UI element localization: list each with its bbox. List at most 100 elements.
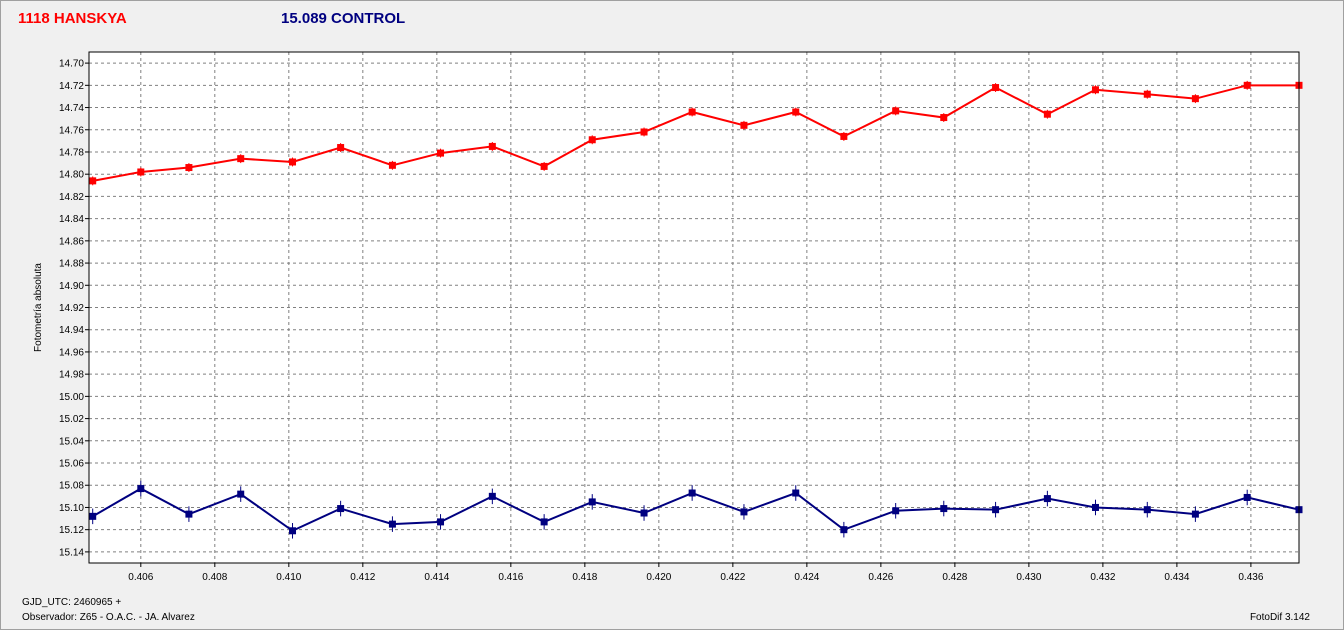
data-point [437, 518, 445, 526]
y-tick-label: 15.00 [59, 392, 84, 403]
x-tick-label: 0.430 [1016, 572, 1041, 583]
y-tick-label: 14.96 [59, 347, 84, 358]
x-tick-label: 0.428 [942, 572, 967, 583]
data-point [792, 108, 800, 116]
data-point [388, 520, 396, 528]
y-tick-label: 14.78 [59, 147, 84, 158]
y-axis-label: Fotometría absoluta [33, 263, 44, 352]
x-tick-label: 0.436 [1238, 572, 1263, 583]
data-point [289, 158, 297, 166]
data-point [1191, 95, 1199, 103]
data-point [137, 485, 145, 493]
data-point [740, 508, 748, 516]
data-point [640, 128, 648, 136]
data-point [892, 107, 900, 115]
data-point [137, 168, 145, 176]
y-tick-label: 15.02 [59, 414, 84, 425]
data-point [792, 489, 800, 497]
data-point [237, 490, 245, 498]
y-axis-ticks: 14.70 14.72 14.74 14.76 14.78 14.80 14.82 14.84… [59, 59, 89, 558]
data-point [1091, 503, 1099, 511]
x-tick-label: 0.434 [1164, 572, 1189, 583]
gjd-label: GJD_UTC: 2460965 + [22, 597, 122, 608]
x-tick-label: 0.426 [868, 572, 893, 583]
data-point [289, 527, 297, 535]
y-tick-label: 14.86 [59, 236, 84, 247]
data-point [89, 177, 97, 185]
y-tick-label: 14.98 [59, 370, 84, 381]
legend-control-label: 15.089 CONTROL [281, 10, 406, 27]
data-point [640, 509, 648, 517]
y-tick-label: 14.70 [59, 59, 84, 70]
data-point [1091, 86, 1099, 94]
y-tick-label: 15.04 [59, 436, 84, 447]
data-point [940, 114, 948, 122]
legend-target-label: 1118 HANSKYA [18, 10, 127, 27]
x-tick-label: 0.412 [350, 572, 375, 583]
y-tick-label: 14.92 [59, 303, 84, 314]
x-axis-ticks: 0.406 0.408 0.410 0.412 0.414 0.416 0.418 0.420… [128, 563, 1264, 583]
data-point [840, 132, 848, 140]
y-tick-label: 15.08 [59, 481, 84, 492]
data-point [992, 84, 1000, 92]
series-target [89, 80, 1303, 186]
data-point [940, 505, 948, 513]
data-point [540, 518, 548, 526]
observer-label: Observador: Z65 - O.A.C. - JA. Alvarez [22, 612, 195, 623]
x-tick-label: 0.414 [424, 572, 449, 583]
data-point [1243, 81, 1251, 89]
x-tick-label: 0.416 [498, 572, 523, 583]
data-point [840, 526, 848, 534]
data-point [337, 505, 345, 513]
y-tick-label: 15.10 [59, 503, 84, 514]
data-point [237, 155, 245, 163]
data-point [1143, 506, 1151, 514]
y-tick-label: 15.14 [59, 547, 84, 558]
y-tick-label: 14.84 [59, 214, 84, 225]
software-version: FotoDif 3.142 [1249, 612, 1310, 623]
y-tick-label: 14.90 [59, 281, 84, 292]
data-point [892, 507, 900, 515]
data-point [388, 161, 396, 169]
series-control [89, 480, 1303, 539]
x-tick-label: 0.420 [646, 572, 671, 583]
data-point [1243, 493, 1251, 501]
x-tick-label: 0.418 [572, 572, 597, 583]
y-tick-label: 14.72 [59, 81, 84, 92]
x-tick-label: 0.410 [276, 572, 301, 583]
data-point [488, 492, 496, 500]
y-tick-label: 14.76 [59, 125, 84, 136]
data-point [1043, 110, 1051, 118]
y-tick-label: 14.94 [59, 325, 84, 336]
data-point [740, 121, 748, 129]
data-point [688, 489, 696, 497]
data-point [1143, 90, 1151, 98]
y-tick-label: 14.80 [59, 170, 84, 181]
data-point [185, 164, 193, 172]
data-point [337, 144, 345, 152]
data-point [1191, 510, 1199, 518]
y-tick-label: 15.06 [59, 459, 84, 470]
data-point [1043, 495, 1051, 503]
data-point [540, 162, 548, 170]
data-point [992, 506, 1000, 514]
x-tick-label: 0.432 [1090, 572, 1115, 583]
y-tick-label: 14.82 [59, 192, 84, 203]
data-point [588, 498, 596, 506]
data-point [588, 136, 596, 144]
x-tick-label: 0.422 [720, 572, 745, 583]
x-tick-label: 0.408 [202, 572, 227, 583]
plot-border [88, 51, 1300, 564]
series-layer [89, 80, 1303, 539]
y-tick-label: 14.74 [59, 103, 84, 114]
x-tick-label: 0.406 [128, 572, 153, 583]
data-point [437, 149, 445, 157]
data-point [488, 142, 496, 150]
y-tick-label: 14.88 [59, 259, 84, 270]
x-tick-label: 0.424 [794, 572, 819, 583]
y-tick-label: 15.12 [59, 525, 84, 536]
data-point [89, 512, 97, 520]
data-point [185, 510, 193, 518]
data-point [688, 108, 696, 116]
